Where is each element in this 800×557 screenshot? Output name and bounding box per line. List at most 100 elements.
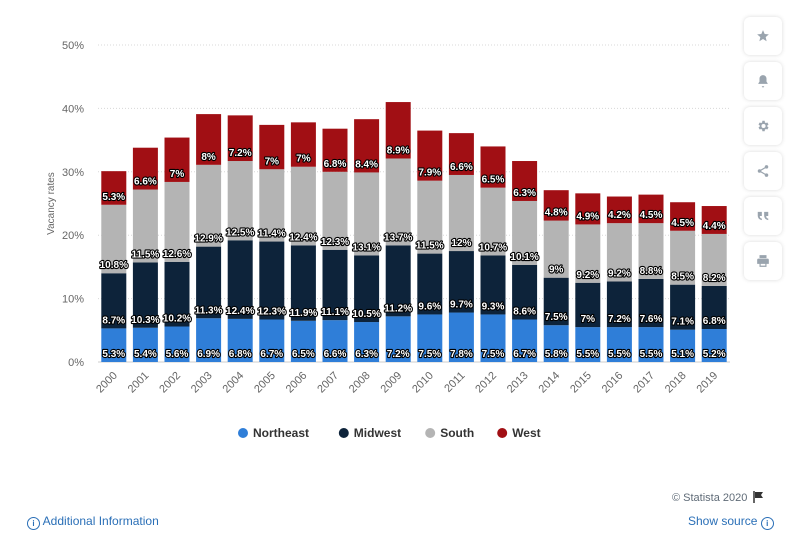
legend-marker-northeast: [238, 428, 248, 438]
data-label: 12.6%: [163, 249, 191, 260]
additional-information-link[interactable]: i Additional Information: [27, 514, 159, 530]
bar-west: [290, 122, 316, 167]
bar-west: [417, 130, 443, 181]
bar-south: [227, 161, 253, 241]
cite-button[interactable]: [744, 197, 782, 235]
data-label: 9.7%: [450, 300, 473, 311]
x-tick-label: 2005: [252, 370, 278, 396]
favorite-button[interactable]: [744, 17, 782, 55]
x-tick-label: 2000: [94, 370, 120, 396]
alert-button[interactable]: [744, 62, 782, 100]
bar-west: [259, 124, 285, 170]
data-label: 9%: [549, 265, 564, 276]
data-label: 6.8%: [703, 316, 726, 327]
data-label: 9.3%: [482, 301, 505, 312]
data-label: 5.5%: [608, 349, 631, 360]
data-label: 11.4%: [258, 229, 286, 240]
bar-west: [196, 114, 222, 165]
bar-northeast: [512, 319, 538, 362]
data-label: 6.5%: [292, 349, 315, 360]
bar-midwest: [543, 277, 569, 326]
bar-south: [448, 174, 474, 252]
flag-icon[interactable]: [753, 491, 764, 503]
bar-west: [670, 202, 696, 231]
data-label: 5.3%: [102, 349, 125, 360]
bar-west: [480, 146, 506, 188]
bar-south: [480, 187, 506, 256]
bar-midwest: [670, 284, 696, 330]
x-tick-label: 2008: [347, 370, 373, 396]
legend-label-midwest: Midwest: [354, 426, 401, 440]
bar-northeast: [701, 329, 727, 362]
settings-button[interactable]: [744, 107, 782, 145]
data-label: 11.5%: [416, 241, 444, 252]
data-label: 7%: [265, 156, 280, 167]
bar-west: [322, 128, 348, 172]
bar-midwest: [606, 281, 632, 328]
share-button[interactable]: [744, 152, 782, 190]
bar-midwest: [227, 240, 253, 319]
data-label: 9.2%: [608, 268, 631, 279]
data-label: 7%: [170, 169, 185, 180]
bar-northeast: [290, 320, 316, 362]
data-label: 11.9%: [289, 308, 317, 319]
bar-midwest: [132, 262, 158, 328]
data-label: 11.1%: [321, 307, 349, 318]
data-label: 10.5%: [352, 309, 380, 320]
bar-south: [606, 223, 632, 282]
bar-south: [575, 224, 601, 283]
data-label: 6.8%: [229, 349, 252, 360]
bar-south: [543, 220, 569, 278]
bar-west: [512, 161, 538, 201]
bar-midwest: [164, 261, 190, 327]
x-tick-label: 2009: [379, 370, 405, 396]
bar-south: [512, 200, 538, 265]
show-source-link[interactable]: Show source i: [688, 514, 774, 530]
bar-midwest: [385, 245, 411, 317]
star-icon: [757, 30, 769, 42]
data-label: 7.2%: [387, 349, 410, 360]
data-label: 6.6%: [450, 162, 473, 173]
additional-information-label: Additional Information: [42, 514, 159, 528]
data-label: 6.8%: [324, 159, 347, 170]
legend-marker-west: [497, 428, 508, 438]
printer-icon: [757, 255, 769, 267]
info-icon: i: [27, 517, 40, 530]
data-label: 7.8%: [450, 349, 473, 360]
bar-northeast: [638, 327, 664, 362]
data-label: 13.1%: [352, 242, 380, 253]
print-button[interactable]: [744, 242, 782, 280]
data-label: 6.6%: [324, 349, 347, 360]
bar-south: [638, 223, 664, 279]
bar-west: [543, 190, 569, 221]
data-label: 7.5%: [545, 312, 568, 323]
x-tick-label: 2015: [568, 370, 594, 396]
bar-west: [164, 137, 190, 182]
data-label: 8.4%: [355, 159, 378, 170]
info-icon: i: [760, 517, 774, 530]
credit-text: © Statista 2020: [672, 492, 748, 504]
data-label: 6.7%: [513, 349, 536, 360]
bar-south: [290, 166, 316, 246]
data-label: 9.2%: [576, 270, 599, 281]
data-label: 7.2%: [608, 314, 631, 325]
x-tick-label: 2002: [157, 370, 183, 396]
bar-south: [385, 158, 411, 246]
bar-northeast: [575, 327, 601, 362]
bar-midwest: [290, 245, 316, 321]
data-label: 6.5%: [482, 175, 505, 186]
data-label: 5.5%: [640, 349, 663, 360]
x-tick-label: 2019: [695, 370, 721, 396]
bar-midwest: [322, 249, 348, 321]
y-tick-label: 20%: [62, 230, 84, 242]
bar-northeast: [543, 325, 569, 362]
data-label: 8.9%: [387, 145, 410, 156]
data-label: 7.5%: [418, 349, 441, 360]
data-label: 12.3%: [321, 237, 349, 248]
data-label: 5.5%: [576, 349, 599, 360]
data-label: 6.7%: [260, 349, 283, 360]
x-tick-label: 2006: [284, 370, 310, 396]
data-label: 5.1%: [671, 349, 694, 360]
data-label: 11.3%: [195, 305, 223, 316]
data-label: 10.8%: [100, 260, 128, 271]
